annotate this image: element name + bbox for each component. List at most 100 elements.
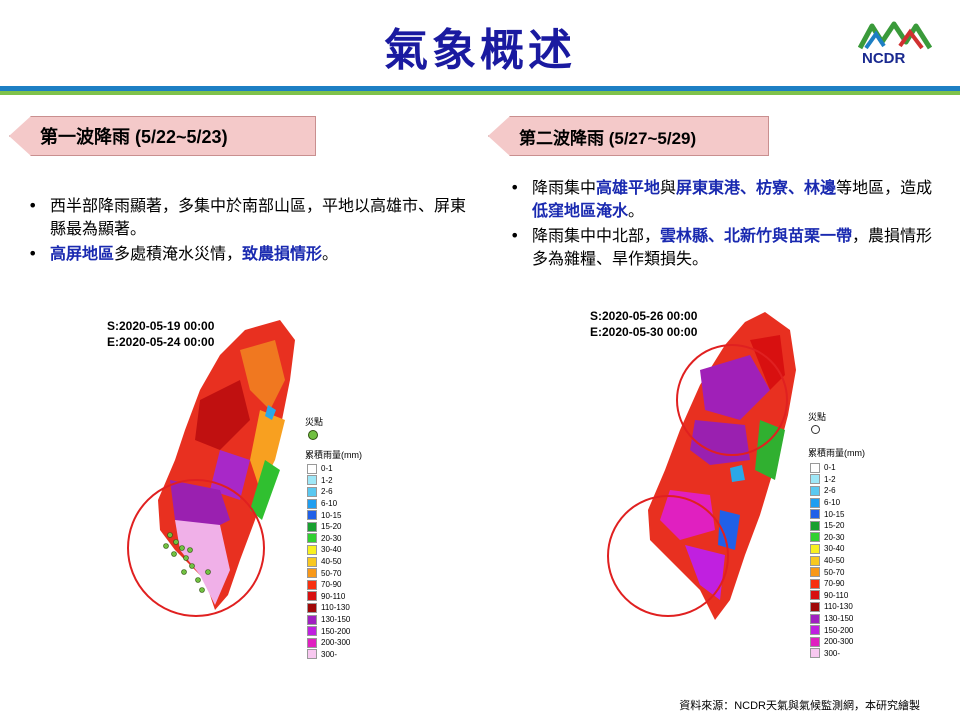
legend-label: 70-90 bbox=[321, 580, 342, 590]
legend-swatch bbox=[810, 485, 820, 496]
legend-swatch bbox=[307, 463, 317, 474]
legend-item: 90-110 bbox=[810, 590, 853, 602]
legend-swatch bbox=[810, 648, 820, 659]
legend-item: 10-15 bbox=[307, 509, 350, 521]
legend-label: 50-70 bbox=[824, 567, 845, 577]
legend-label: 6-10 bbox=[824, 498, 841, 508]
legend-swatch bbox=[307, 510, 317, 521]
map2-start-time: S:2020-05-26 00:00 bbox=[590, 309, 698, 323]
legend-label: 200-300 bbox=[321, 638, 351, 648]
legend-label: 10-15 bbox=[824, 509, 845, 519]
bullet-text: 等地區，造成 bbox=[836, 178, 933, 197]
legend-swatch bbox=[810, 590, 820, 601]
legend-swatch bbox=[810, 555, 820, 566]
page-title: 氣象概述 bbox=[384, 25, 576, 76]
legend-swatch bbox=[307, 579, 317, 590]
legend-item: 10-15 bbox=[810, 508, 853, 520]
legend-label: 15-20 bbox=[321, 522, 342, 532]
legend-label: 6-10 bbox=[321, 499, 338, 509]
legend-label: 130-150 bbox=[321, 615, 351, 625]
legend-item: 200-300 bbox=[307, 637, 350, 649]
legend-label: 300- bbox=[321, 649, 338, 659]
map2-point-legend-icon bbox=[811, 425, 820, 434]
legend-swatch bbox=[810, 462, 820, 473]
legend-swatch bbox=[810, 567, 820, 578]
bullet-text: ，農損情形多為雜糧、旱作類損失。 bbox=[532, 226, 933, 268]
legend-label: 10-15 bbox=[321, 510, 342, 520]
wave2-bullet-list: 降雨集中高雄平地與屏東東港、枋寮、林邊等地區，造成低窪地區淹水。降雨集中中北部，… bbox=[508, 176, 948, 272]
legend-item: 40-50 bbox=[307, 556, 350, 568]
source-note: 資料來源：NCDR天氣與氣候監測網，本研究繪製 bbox=[679, 700, 920, 712]
bullet-highlight-text: 低窪地區淹水 bbox=[532, 201, 629, 220]
map1-legend-title: 累積雨量(mm) bbox=[305, 450, 362, 460]
legend-swatch bbox=[810, 474, 820, 485]
legend-item: 50-70 bbox=[810, 566, 853, 578]
legend-item: 0-1 bbox=[810, 462, 853, 474]
bullet-text: 降雨集中中北部， bbox=[532, 226, 661, 245]
legend-item: 2-6 bbox=[307, 486, 350, 498]
legend-swatch bbox=[810, 601, 820, 612]
legend-item: 70-90 bbox=[307, 579, 350, 591]
bullet-text: 多處積淹水災情， bbox=[114, 244, 243, 263]
bullet-text: 降雨集中 bbox=[532, 178, 597, 197]
map2-legend: 0-1 1-2 2-6 6-10 10-15 15-20 20-30 30-40 40-50 50… bbox=[810, 462, 853, 659]
legend-item: 130-150 bbox=[307, 614, 350, 626]
legend-swatch bbox=[307, 591, 317, 602]
bullet-item: 降雨集中中北部，雲林縣、北新竹與苗栗一帶，農損情形多為雜糧、旱作類損失。 bbox=[508, 224, 948, 270]
map2-legend-title: 累積雨量(mm) bbox=[808, 448, 865, 458]
legend-swatch bbox=[810, 613, 820, 624]
legend-item: 200-300 bbox=[810, 636, 853, 648]
legend-label: 1-2 bbox=[321, 475, 333, 485]
map1-point-legend-icon bbox=[308, 430, 318, 440]
ncdr-logo-text: NCDR bbox=[862, 50, 906, 67]
legend-label: 30-40 bbox=[824, 544, 845, 554]
map1-highlight-circle bbox=[127, 479, 265, 617]
legend-item: 150-200 bbox=[810, 624, 853, 636]
legend-swatch bbox=[810, 497, 820, 508]
legend-label: 15-20 bbox=[824, 521, 845, 531]
legend-label: 110-130 bbox=[321, 603, 350, 613]
bullet-highlight-text: 高雄平地 bbox=[596, 178, 661, 197]
legend-swatch bbox=[307, 649, 317, 660]
wave1-label-text: 第一波降雨 (5/22~5/23) bbox=[40, 127, 228, 147]
legend-item: 30-40 bbox=[307, 544, 350, 556]
legend-item: 130-150 bbox=[810, 613, 853, 625]
bullet-highlight-text: 致農損情形 bbox=[242, 244, 323, 263]
wave1-label: 第一波降雨 (5/22~5/23) bbox=[9, 116, 316, 156]
wave1-bullet-list: 西半部降雨顯著，多集中於南部山區，平地以高雄市、屏東縣最為顯著。高屏地區多處積淹… bbox=[26, 194, 466, 267]
bullet-highlight-text: 屏東東港、枋寮、林邊 bbox=[676, 178, 837, 197]
bullet-text: 。 bbox=[322, 244, 339, 263]
legend-swatch bbox=[307, 637, 317, 648]
legend-label: 1-2 bbox=[824, 474, 836, 484]
bullet-text: 。 bbox=[628, 201, 645, 220]
legend-label: 30-40 bbox=[321, 545, 342, 555]
legend-swatch bbox=[810, 543, 820, 554]
ncdr-logo bbox=[857, 20, 933, 72]
header-divider-blue bbox=[0, 86, 960, 91]
legend-item: 110-130 bbox=[307, 602, 350, 614]
legend-label: 90-110 bbox=[321, 591, 346, 601]
legend-label: 130-150 bbox=[824, 614, 854, 624]
legend-item: 90-110 bbox=[307, 591, 350, 603]
wave2-label-text: 第二波降雨 (5/27~5/29) bbox=[519, 128, 697, 148]
wave2-label: 第二波降雨 (5/27~5/29) bbox=[488, 116, 769, 156]
map1-point-label: 災點 bbox=[305, 417, 324, 427]
legend-label: 40-50 bbox=[824, 556, 845, 566]
legend-item: 15-20 bbox=[810, 520, 853, 532]
legend-swatch bbox=[307, 533, 317, 544]
legend-label: 150-200 bbox=[321, 626, 351, 636]
legend-item: 30-40 bbox=[810, 543, 853, 555]
legend-item: 300- bbox=[307, 649, 350, 661]
legend-item: 20-30 bbox=[307, 533, 350, 545]
legend-item: 6-10 bbox=[307, 498, 350, 510]
legend-item: 70-90 bbox=[810, 578, 853, 590]
legend-item: 110-130 bbox=[810, 601, 853, 613]
legend-item: 20-30 bbox=[810, 532, 853, 544]
legend-swatch bbox=[810, 625, 820, 636]
legend-label: 0-1 bbox=[321, 464, 333, 474]
legend-swatch bbox=[307, 556, 317, 567]
legend-swatch bbox=[307, 544, 317, 555]
map2-taiwan-shape bbox=[648, 312, 796, 620]
legend-label: 20-30 bbox=[321, 533, 342, 543]
map1-legend: 0-1 1-2 2-6 6-10 10-15 15-20 20-30 30-40 40-50 50… bbox=[307, 463, 350, 660]
